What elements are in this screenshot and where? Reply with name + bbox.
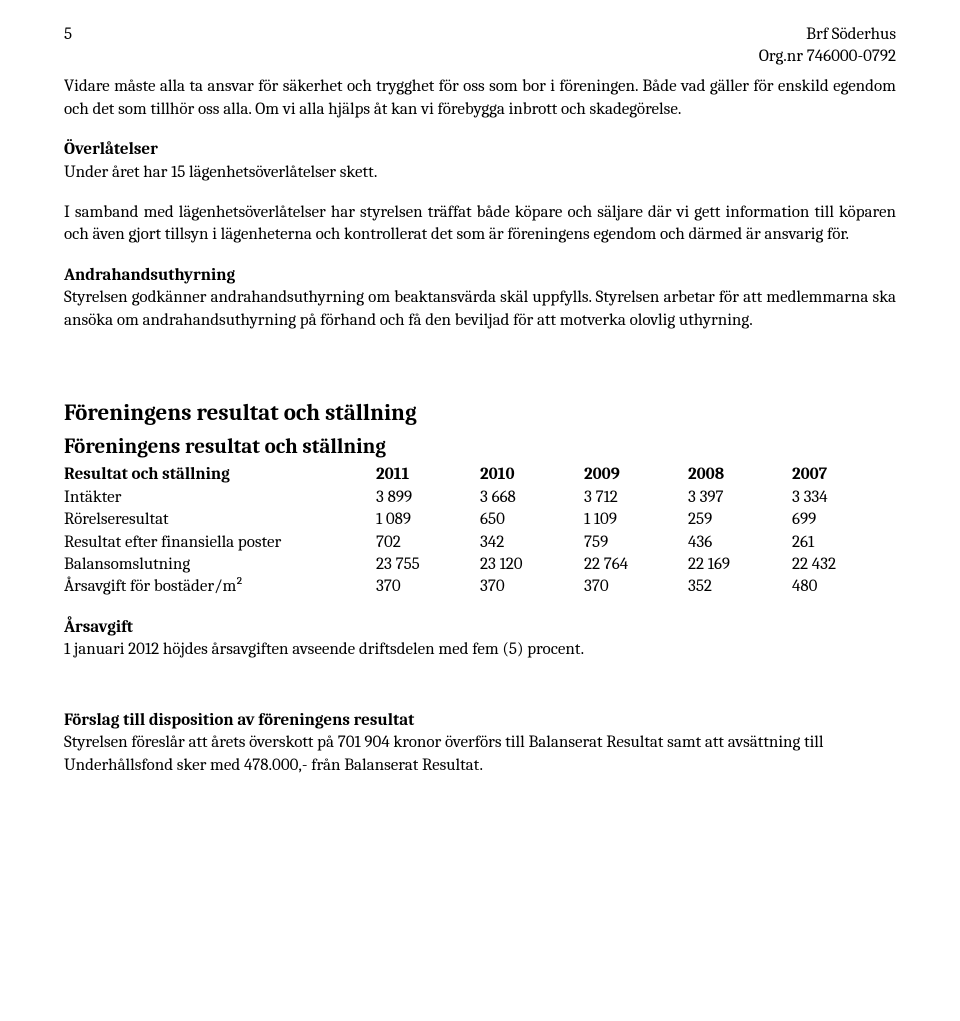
row-label: Balansomslutning <box>64 554 376 576</box>
row-label: Rörelseresultat <box>64 509 376 531</box>
cell: 3 668 <box>480 487 584 509</box>
spacer <box>64 350 896 368</box>
table-header-year: 2010 <box>480 464 584 486</box>
cell: 23 755 <box>376 554 480 576</box>
cell: 3 334 <box>792 487 896 509</box>
cell: 699 <box>792 509 896 531</box>
page-header: 5 Brf Söderhus Org.nr 746000-0792 <box>64 24 896 68</box>
cell: 370 <box>480 576 584 598</box>
cell: 3 397 <box>688 487 792 509</box>
org-name: Brf Söderhus <box>759 24 896 46</box>
table-header-row: Resultat och ställning 2011 2010 2009 20… <box>64 464 896 486</box>
cell: 22 432 <box>792 554 896 576</box>
table-header-label: Resultat och ställning <box>64 464 376 486</box>
forslag-text: Styrelsen föreslår att årets överskott p… <box>64 732 896 777</box>
andrahand-text: Styrelsen godkänner andrahandsuthyrning … <box>64 287 896 332</box>
table-header-year: 2009 <box>584 464 688 486</box>
table-row: Resultat efter finansiella poster 702 34… <box>64 532 896 554</box>
table-header-year: 2011 <box>376 464 480 486</box>
body: Vidare måste alla ta ansvar för säkerhet… <box>64 76 896 777</box>
cell: 436 <box>688 532 792 554</box>
table-row: Balansomslutning 23 755 23 120 22 764 22… <box>64 554 896 576</box>
row-label: Resultat efter finansiella poster <box>64 532 376 554</box>
table-row: Intäkter 3 899 3 668 3 712 3 397 3 334 <box>64 487 896 509</box>
forslag-heading: Förslag till disposition av föreningens … <box>64 710 896 732</box>
org-nr: Org.nr 746000-0792 <box>759 46 896 68</box>
table-header-year: 2008 <box>688 464 792 486</box>
cell: 650 <box>480 509 584 531</box>
cell: 370 <box>376 576 480 598</box>
spacer <box>64 680 896 710</box>
row-label: Intäkter <box>64 487 376 509</box>
cell: 3 712 <box>584 487 688 509</box>
arsavgift-text: 1 januari 2012 höjdes årsavgiften avseen… <box>64 639 896 661</box>
resultat-h2: Föreningens resultat och ställning <box>64 434 896 462</box>
arsavgift-heading: Årsavgift <box>64 617 896 639</box>
table-row: Årsavgift för bostäder/m² 370 370 370 35… <box>64 576 896 598</box>
page: 5 Brf Söderhus Org.nr 746000-0792 Vidare… <box>0 0 960 1021</box>
header-right: Brf Söderhus Org.nr 746000-0792 <box>759 24 896 68</box>
cell: 22 169 <box>688 554 792 576</box>
cell: 3 899 <box>376 487 480 509</box>
table-header-year: 2007 <box>792 464 896 486</box>
cell: 702 <box>376 532 480 554</box>
cell: 370 <box>584 576 688 598</box>
cell: 480 <box>792 576 896 598</box>
cell: 352 <box>688 576 792 598</box>
row-label: Årsavgift för bostäder/m² <box>64 576 376 598</box>
cell: 22 764 <box>584 554 688 576</box>
resultat-h1: Föreningens resultat och ställning <box>64 398 896 428</box>
cell: 759 <box>584 532 688 554</box>
page-number: 5 <box>64 24 72 46</box>
overlatelser-para2: I samband med lägenhetsöverlåtelser har … <box>64 202 896 247</box>
overlatelser-line1: Under året har 15 lägenhetsöverlåtelser … <box>64 162 896 184</box>
cell: 1 089 <box>376 509 480 531</box>
intro-paragraph: Vidare måste alla ta ansvar för säkerhet… <box>64 76 896 121</box>
cell: 342 <box>480 532 584 554</box>
cell: 1 109 <box>584 509 688 531</box>
financial-table: Resultat och ställning 2011 2010 2009 20… <box>64 464 896 599</box>
cell: 259 <box>688 509 792 531</box>
cell: 23 120 <box>480 554 584 576</box>
overlatelser-heading: Överlåtelser <box>64 139 896 161</box>
spacer <box>64 599 896 617</box>
andrahand-heading: Andrahandsuthyrning <box>64 265 896 287</box>
cell: 261 <box>792 532 896 554</box>
table-row: Rörelseresultat 1 089 650 1 109 259 699 <box>64 509 896 531</box>
